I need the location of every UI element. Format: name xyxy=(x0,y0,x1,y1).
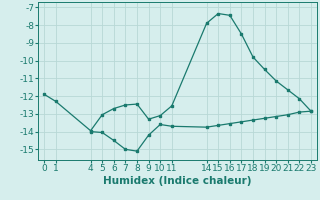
X-axis label: Humidex (Indice chaleur): Humidex (Indice chaleur) xyxy=(103,176,252,186)
